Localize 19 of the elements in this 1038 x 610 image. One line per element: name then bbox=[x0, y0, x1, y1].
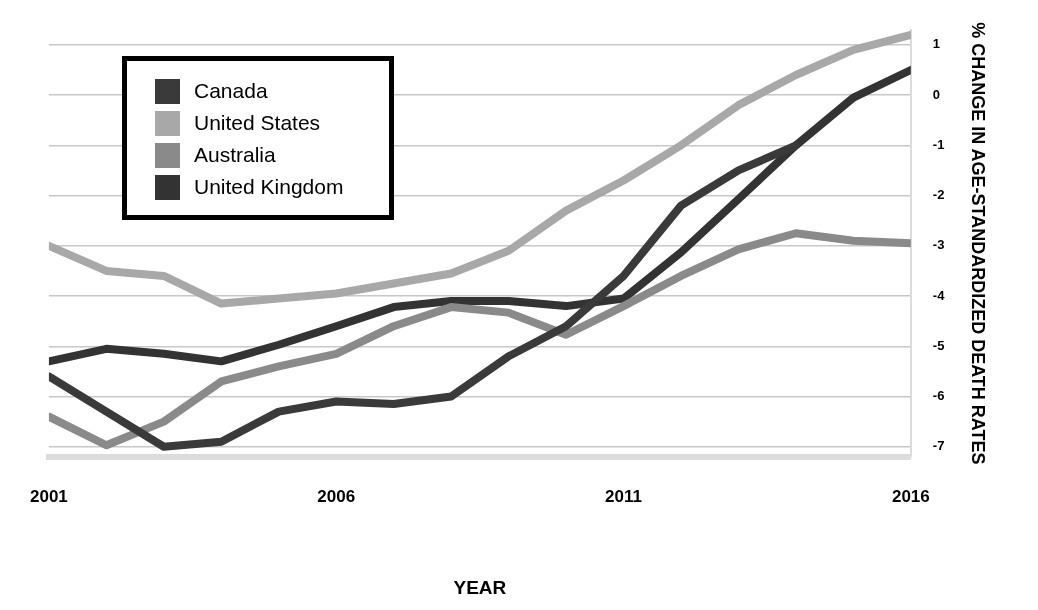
x-axis-title: YEAR bbox=[453, 576, 507, 598]
y-tick-label: 1 bbox=[932, 36, 941, 52]
legend-label: Canada bbox=[194, 78, 268, 104]
y-tick-label: -1 bbox=[932, 136, 945, 152]
y-tick-label: -5 bbox=[932, 337, 945, 353]
y-tick-label: -6 bbox=[932, 388, 945, 404]
x-tick-label: 2006 bbox=[317, 486, 356, 506]
y-tick-label: 0 bbox=[932, 86, 941, 102]
y-axis-title: % CHANGE IN AGE-STANDARDIZED DEATH RATES bbox=[968, 22, 989, 465]
legend-label: United States bbox=[194, 110, 321, 136]
y-tick-label: -7 bbox=[932, 438, 945, 454]
y-tick-label: -2 bbox=[932, 187, 945, 203]
x-tick-label: 2011 bbox=[605, 486, 642, 506]
y-tick-label: -4 bbox=[932, 287, 946, 303]
legend-label: Australia bbox=[194, 142, 276, 168]
x-tick-label: 2016 bbox=[891, 486, 930, 506]
y-tick-label: -3 bbox=[932, 237, 945, 253]
x-tick-label: 2001 bbox=[30, 486, 68, 506]
legend-label: United Kingdom bbox=[194, 174, 344, 200]
